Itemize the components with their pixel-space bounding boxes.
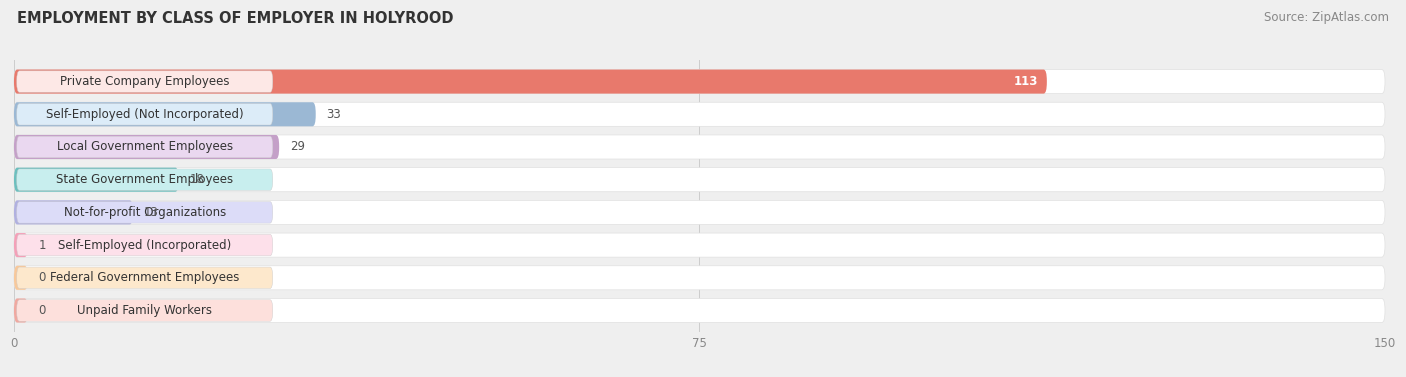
FancyBboxPatch shape — [17, 104, 273, 125]
FancyBboxPatch shape — [17, 169, 273, 190]
Text: State Government Employees: State Government Employees — [56, 173, 233, 186]
FancyBboxPatch shape — [14, 233, 28, 257]
Text: Private Company Employees: Private Company Employees — [60, 75, 229, 88]
FancyBboxPatch shape — [14, 299, 1385, 323]
Text: Not-for-profit Organizations: Not-for-profit Organizations — [63, 206, 226, 219]
Text: 33: 33 — [326, 108, 342, 121]
FancyBboxPatch shape — [14, 102, 1385, 126]
FancyBboxPatch shape — [14, 200, 1385, 224]
Text: Self-Employed (Not Incorporated): Self-Employed (Not Incorporated) — [46, 108, 243, 121]
FancyBboxPatch shape — [17, 136, 273, 158]
FancyBboxPatch shape — [14, 69, 1385, 93]
Text: 113: 113 — [1014, 75, 1038, 88]
Text: 29: 29 — [290, 141, 305, 153]
Text: Self-Employed (Incorporated): Self-Employed (Incorporated) — [58, 239, 232, 251]
FancyBboxPatch shape — [14, 102, 316, 126]
FancyBboxPatch shape — [14, 135, 1385, 159]
FancyBboxPatch shape — [17, 71, 273, 92]
FancyBboxPatch shape — [17, 202, 273, 223]
Text: 0: 0 — [39, 271, 46, 284]
FancyBboxPatch shape — [14, 69, 1047, 93]
Text: 1: 1 — [39, 239, 46, 251]
FancyBboxPatch shape — [14, 135, 280, 159]
FancyBboxPatch shape — [17, 300, 273, 321]
FancyBboxPatch shape — [14, 266, 1385, 290]
Text: 18: 18 — [190, 173, 204, 186]
FancyBboxPatch shape — [14, 233, 1385, 257]
Text: Source: ZipAtlas.com: Source: ZipAtlas.com — [1264, 11, 1389, 24]
FancyBboxPatch shape — [14, 266, 28, 290]
Text: Local Government Employees: Local Government Employees — [56, 141, 233, 153]
Text: Federal Government Employees: Federal Government Employees — [51, 271, 239, 284]
FancyBboxPatch shape — [14, 299, 28, 323]
FancyBboxPatch shape — [17, 234, 273, 256]
Text: Unpaid Family Workers: Unpaid Family Workers — [77, 304, 212, 317]
FancyBboxPatch shape — [14, 200, 134, 224]
Text: 13: 13 — [143, 206, 159, 219]
Text: EMPLOYMENT BY CLASS OF EMPLOYER IN HOLYROOD: EMPLOYMENT BY CLASS OF EMPLOYER IN HOLYR… — [17, 11, 453, 26]
FancyBboxPatch shape — [14, 168, 179, 192]
Text: 0: 0 — [39, 304, 46, 317]
FancyBboxPatch shape — [14, 168, 1385, 192]
FancyBboxPatch shape — [17, 267, 273, 288]
